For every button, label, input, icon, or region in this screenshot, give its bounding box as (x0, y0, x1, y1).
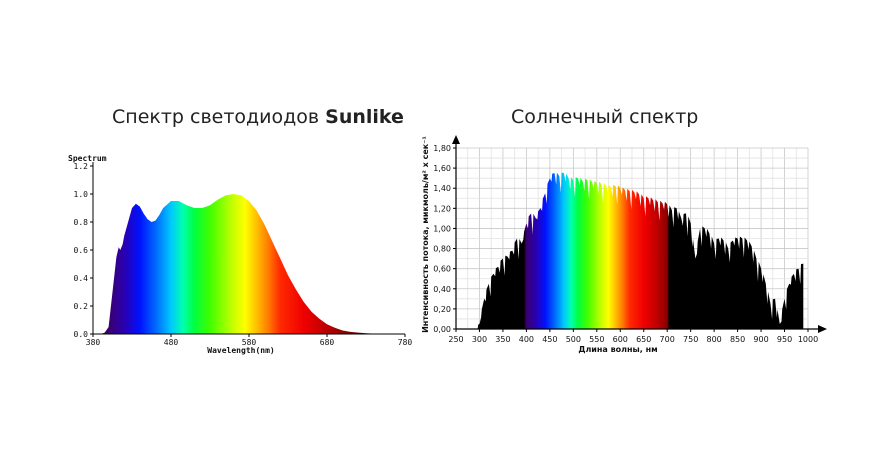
x-tick-label: 480 (164, 338, 179, 347)
y-axis-label: Spectrum (68, 154, 107, 163)
y-tick-label: 0.4 (74, 274, 89, 283)
y-tick-label: 0.0 (74, 330, 89, 339)
x-tick-label: 780 (398, 338, 413, 347)
right-chart-title: Солнечный спектр (511, 106, 699, 128)
x-tick-label: 250 (448, 335, 463, 344)
y-axis-arrow (452, 135, 460, 144)
y-tick-label: 1,40 (433, 184, 451, 193)
x-tick-label: 550 (589, 335, 604, 344)
x-tick-label: 300 (472, 335, 487, 344)
left-title-bold: Sunlike (325, 106, 404, 128)
x-tick-label: 500 (566, 335, 581, 344)
x-tick-label: 600 (613, 335, 628, 344)
y-tick-label: 1,00 (433, 224, 451, 233)
x-tick-label: 950 (777, 335, 792, 344)
x-tick-label: 900 (753, 335, 768, 344)
y-tick-label: 0,80 (433, 245, 451, 254)
y-tick-label: 1,20 (433, 204, 451, 213)
y-tick-label: 1.0 (74, 190, 89, 199)
left-title-text: Спектр светодиодов (112, 106, 326, 128)
x-tick-label: 580 (242, 338, 257, 347)
x-tick-label: 400 (519, 335, 534, 344)
y-tick-label: 0,40 (433, 285, 451, 294)
y-tick-label: 0.6 (74, 246, 89, 255)
spectrum-area (93, 194, 405, 334)
y-tick-label: 1,60 (433, 164, 451, 173)
x-tick-label: 700 (660, 335, 675, 344)
y-tick-label: 0,00 (433, 325, 451, 334)
y-tick-label: 1,80 (433, 144, 451, 153)
x-tick-label: 1000 (798, 335, 818, 344)
x-axis-arrow (818, 325, 827, 333)
y-tick-label: 1.2 (74, 162, 89, 171)
left-chart-title: Спектр светодиодов Sunlike (112, 106, 404, 128)
y-axis-label: Интенсивность потока, микмоль/м² х сек⁻¹ (421, 136, 430, 333)
x-tick-label: 650 (636, 335, 651, 344)
x-axis-label: Длина волны, нм (578, 345, 657, 354)
x-tick-label: 380 (86, 338, 101, 347)
y-tick-label: 0,20 (433, 305, 451, 314)
x-tick-label: 450 (542, 335, 557, 344)
x-tick-label: 680 (320, 338, 335, 347)
x-tick-label: 800 (706, 335, 721, 344)
y-tick-label: 0,60 (433, 265, 451, 274)
x-tick-label: 850 (730, 335, 745, 344)
y-tick-label: 0.8 (74, 218, 89, 227)
y-tick-label: 0.2 (74, 302, 89, 311)
solar-spectrum-area (477, 172, 804, 329)
x-tick-label: 750 (683, 335, 698, 344)
x-tick-label: 350 (495, 335, 510, 344)
x-axis-label: Wavelength(nm) (207, 346, 274, 355)
